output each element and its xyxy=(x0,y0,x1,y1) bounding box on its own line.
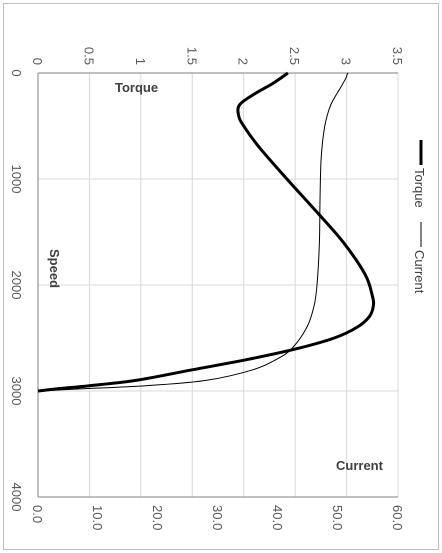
axes xyxy=(37,72,398,498)
torque-tick-label: 1.5 xyxy=(184,47,199,65)
speed-tick-label: 2000 xyxy=(9,271,24,300)
speed-tick-label: 0 xyxy=(9,69,24,76)
torque-tick-label: 3 xyxy=(339,58,354,65)
speed-axis-title: Speed xyxy=(47,249,62,288)
torque-tick-label: 1 xyxy=(133,58,148,65)
current-tick-label: 30.0 xyxy=(210,505,225,530)
current-tick-label: 40.0 xyxy=(270,505,285,530)
torque-tick-label: 3.5 xyxy=(390,47,405,65)
current-axis-title: Current xyxy=(336,458,384,473)
current-series-line xyxy=(37,72,349,392)
current-tick-label: 10.0 xyxy=(90,505,105,530)
legend[interactable]: Torque Current xyxy=(412,140,427,294)
current-tick-label: 0.0 xyxy=(30,505,45,523)
series-lines xyxy=(37,71,376,393)
current-tick-label: 20.0 xyxy=(150,505,165,530)
current-tick-label: 60.0 xyxy=(390,505,405,530)
speed-tick-label: 4000 xyxy=(9,483,24,512)
speed-tick-label: 3000 xyxy=(9,377,24,406)
torque-series-line xyxy=(37,71,376,393)
current-tick-label: 50.0 xyxy=(330,505,345,530)
torque-tick-label: 2.5 xyxy=(287,47,302,65)
tick-labels: 0 0.5 1 1.5 2 2.5 3 3.5 0 1000 2000 3000 4000 0.0 10.0… xyxy=(9,47,405,530)
gridlines xyxy=(37,72,399,498)
torque-tick-label: 2 xyxy=(236,58,251,65)
legend-torque-label: Torque xyxy=(412,168,427,208)
chart-frame xyxy=(3,3,439,550)
torque-tick-label: 0 xyxy=(30,58,45,65)
legend-current-label: Current xyxy=(412,250,427,294)
torque-axis-title: Torque xyxy=(115,80,158,95)
torque-tick-label: 0.5 xyxy=(81,47,96,65)
speed-tick-label: 1000 xyxy=(9,165,24,194)
